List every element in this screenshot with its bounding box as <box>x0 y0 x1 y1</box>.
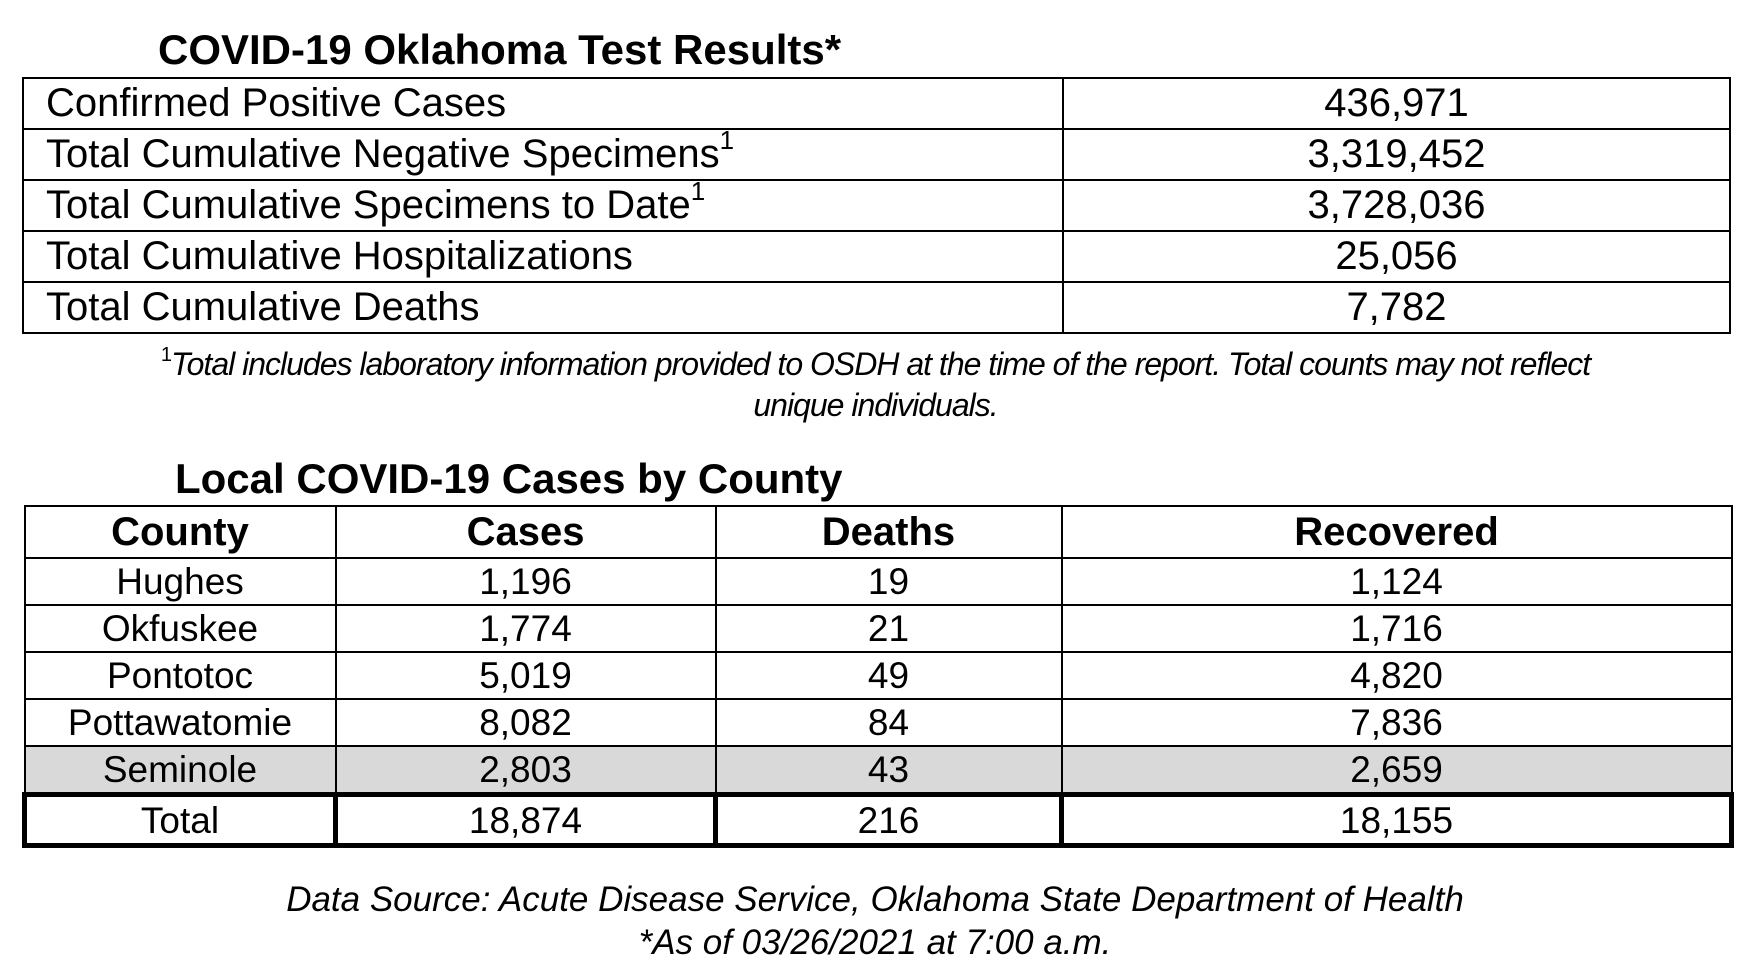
table-row: Total Cumulative Hospitalizations 25,056 <box>22 230 1731 283</box>
row-label: Confirmed Positive Cases <box>22 77 1064 130</box>
table-row: Okfuskee 1,774 21 1,716 <box>23 604 1733 653</box>
recovered-value: 2,659 <box>1060 745 1733 796</box>
table-row: Pottawatomie 8,082 84 7,836 <box>23 698 1733 747</box>
county-name: Hughes <box>23 557 337 606</box>
footnote-marker: 1 <box>690 180 706 206</box>
row-value: 25,056 <box>1062 230 1731 283</box>
deaths-value: 19 <box>714 557 1063 606</box>
footnote-mark: 1 <box>160 344 172 366</box>
row-value: 3,319,452 <box>1062 128 1731 181</box>
as-of-date-text: *As of 03/26/2021 at 7:00 a.m. <box>638 923 1112 962</box>
deaths-value: 43 <box>714 745 1063 796</box>
column-header-cases: Cases <box>334 505 717 559</box>
test-results-title: COVID-19 Oklahoma Test Results* <box>158 26 842 73</box>
table-row: Total Cumulative Deaths 7,782 <box>22 281 1731 334</box>
footnote-text: Total includes laboratory information pr… <box>171 346 1591 382</box>
county-name: Seminole <box>23 745 337 796</box>
test-results-table: Confirmed Positive Cases 436,971 Total C… <box>22 77 1731 334</box>
table-header-row: County Cases Deaths Recovered <box>23 505 1733 559</box>
county-cases-table: County Cases Deaths Recovered Hughes 1,1… <box>22 505 1734 848</box>
deaths-value: 49 <box>714 651 1063 700</box>
data-source-note: Data Source: Acute Disease Service, Okla… <box>0 878 1750 964</box>
column-header-county: County <box>23 505 337 559</box>
table-row-highlighted: Seminole 2,803 43 2,659 <box>23 745 1733 796</box>
row-value: 436,971 <box>1062 77 1731 130</box>
county-cases-title: Local COVID-19 Cases by County <box>175 455 843 502</box>
deaths-value: 21 <box>714 604 1063 653</box>
row-value: 3,728,036 <box>1062 179 1731 232</box>
cases-value: 8,082 <box>334 698 717 747</box>
column-header-recovered: Recovered <box>1060 505 1733 559</box>
row-label: Total Cumulative Negative Specimens1 <box>22 128 1064 181</box>
row-value: 7,782 <box>1062 281 1731 334</box>
recovered-value: 1,124 <box>1060 557 1733 606</box>
total-deaths: 216 <box>713 792 1064 848</box>
table-row: Pontotoc 5,019 49 4,820 <box>23 651 1733 700</box>
recovered-value: 1,716 <box>1060 604 1733 653</box>
county-name: Pontotoc <box>23 651 337 700</box>
footnote-text-continued: unique individuals. <box>753 387 998 423</box>
cases-value: 1,774 <box>334 604 717 653</box>
county-name: Pottawatomie <box>23 698 337 747</box>
row-label: Total Cumulative Deaths <box>22 281 1064 334</box>
row-label: Total Cumulative Hospitalizations <box>22 230 1064 283</box>
county-name: Okfuskee <box>23 604 337 653</box>
data-source-text: Data Source: Acute Disease Service, Okla… <box>286 880 1464 919</box>
cases-value: 2,803 <box>334 745 717 796</box>
row-label: Total Cumulative Specimens to Date1 <box>22 179 1064 232</box>
total-cases: 18,874 <box>333 792 718 848</box>
total-label: Total <box>22 792 338 848</box>
recovered-value: 7,836 <box>1060 698 1733 747</box>
deaths-value: 84 <box>714 698 1063 747</box>
total-row: Total 18,874 216 18,155 <box>22 792 1734 848</box>
footnote: 1Total includes laboratory information p… <box>22 344 1729 426</box>
recovered-value: 4,820 <box>1060 651 1733 700</box>
table-row: Total Cumulative Specimens to Date1 3,72… <box>22 179 1731 232</box>
total-recovered: 18,155 <box>1059 792 1734 848</box>
cases-value: 5,019 <box>334 651 717 700</box>
table-row: Total Cumulative Negative Specimens1 3,3… <box>22 128 1731 181</box>
cases-value: 1,196 <box>334 557 717 606</box>
column-header-deaths: Deaths <box>714 505 1063 559</box>
footnote-marker: 1 <box>719 129 735 155</box>
table-row: Hughes 1,196 19 1,124 <box>23 557 1733 606</box>
table-row: Confirmed Positive Cases 436,971 <box>22 77 1731 130</box>
